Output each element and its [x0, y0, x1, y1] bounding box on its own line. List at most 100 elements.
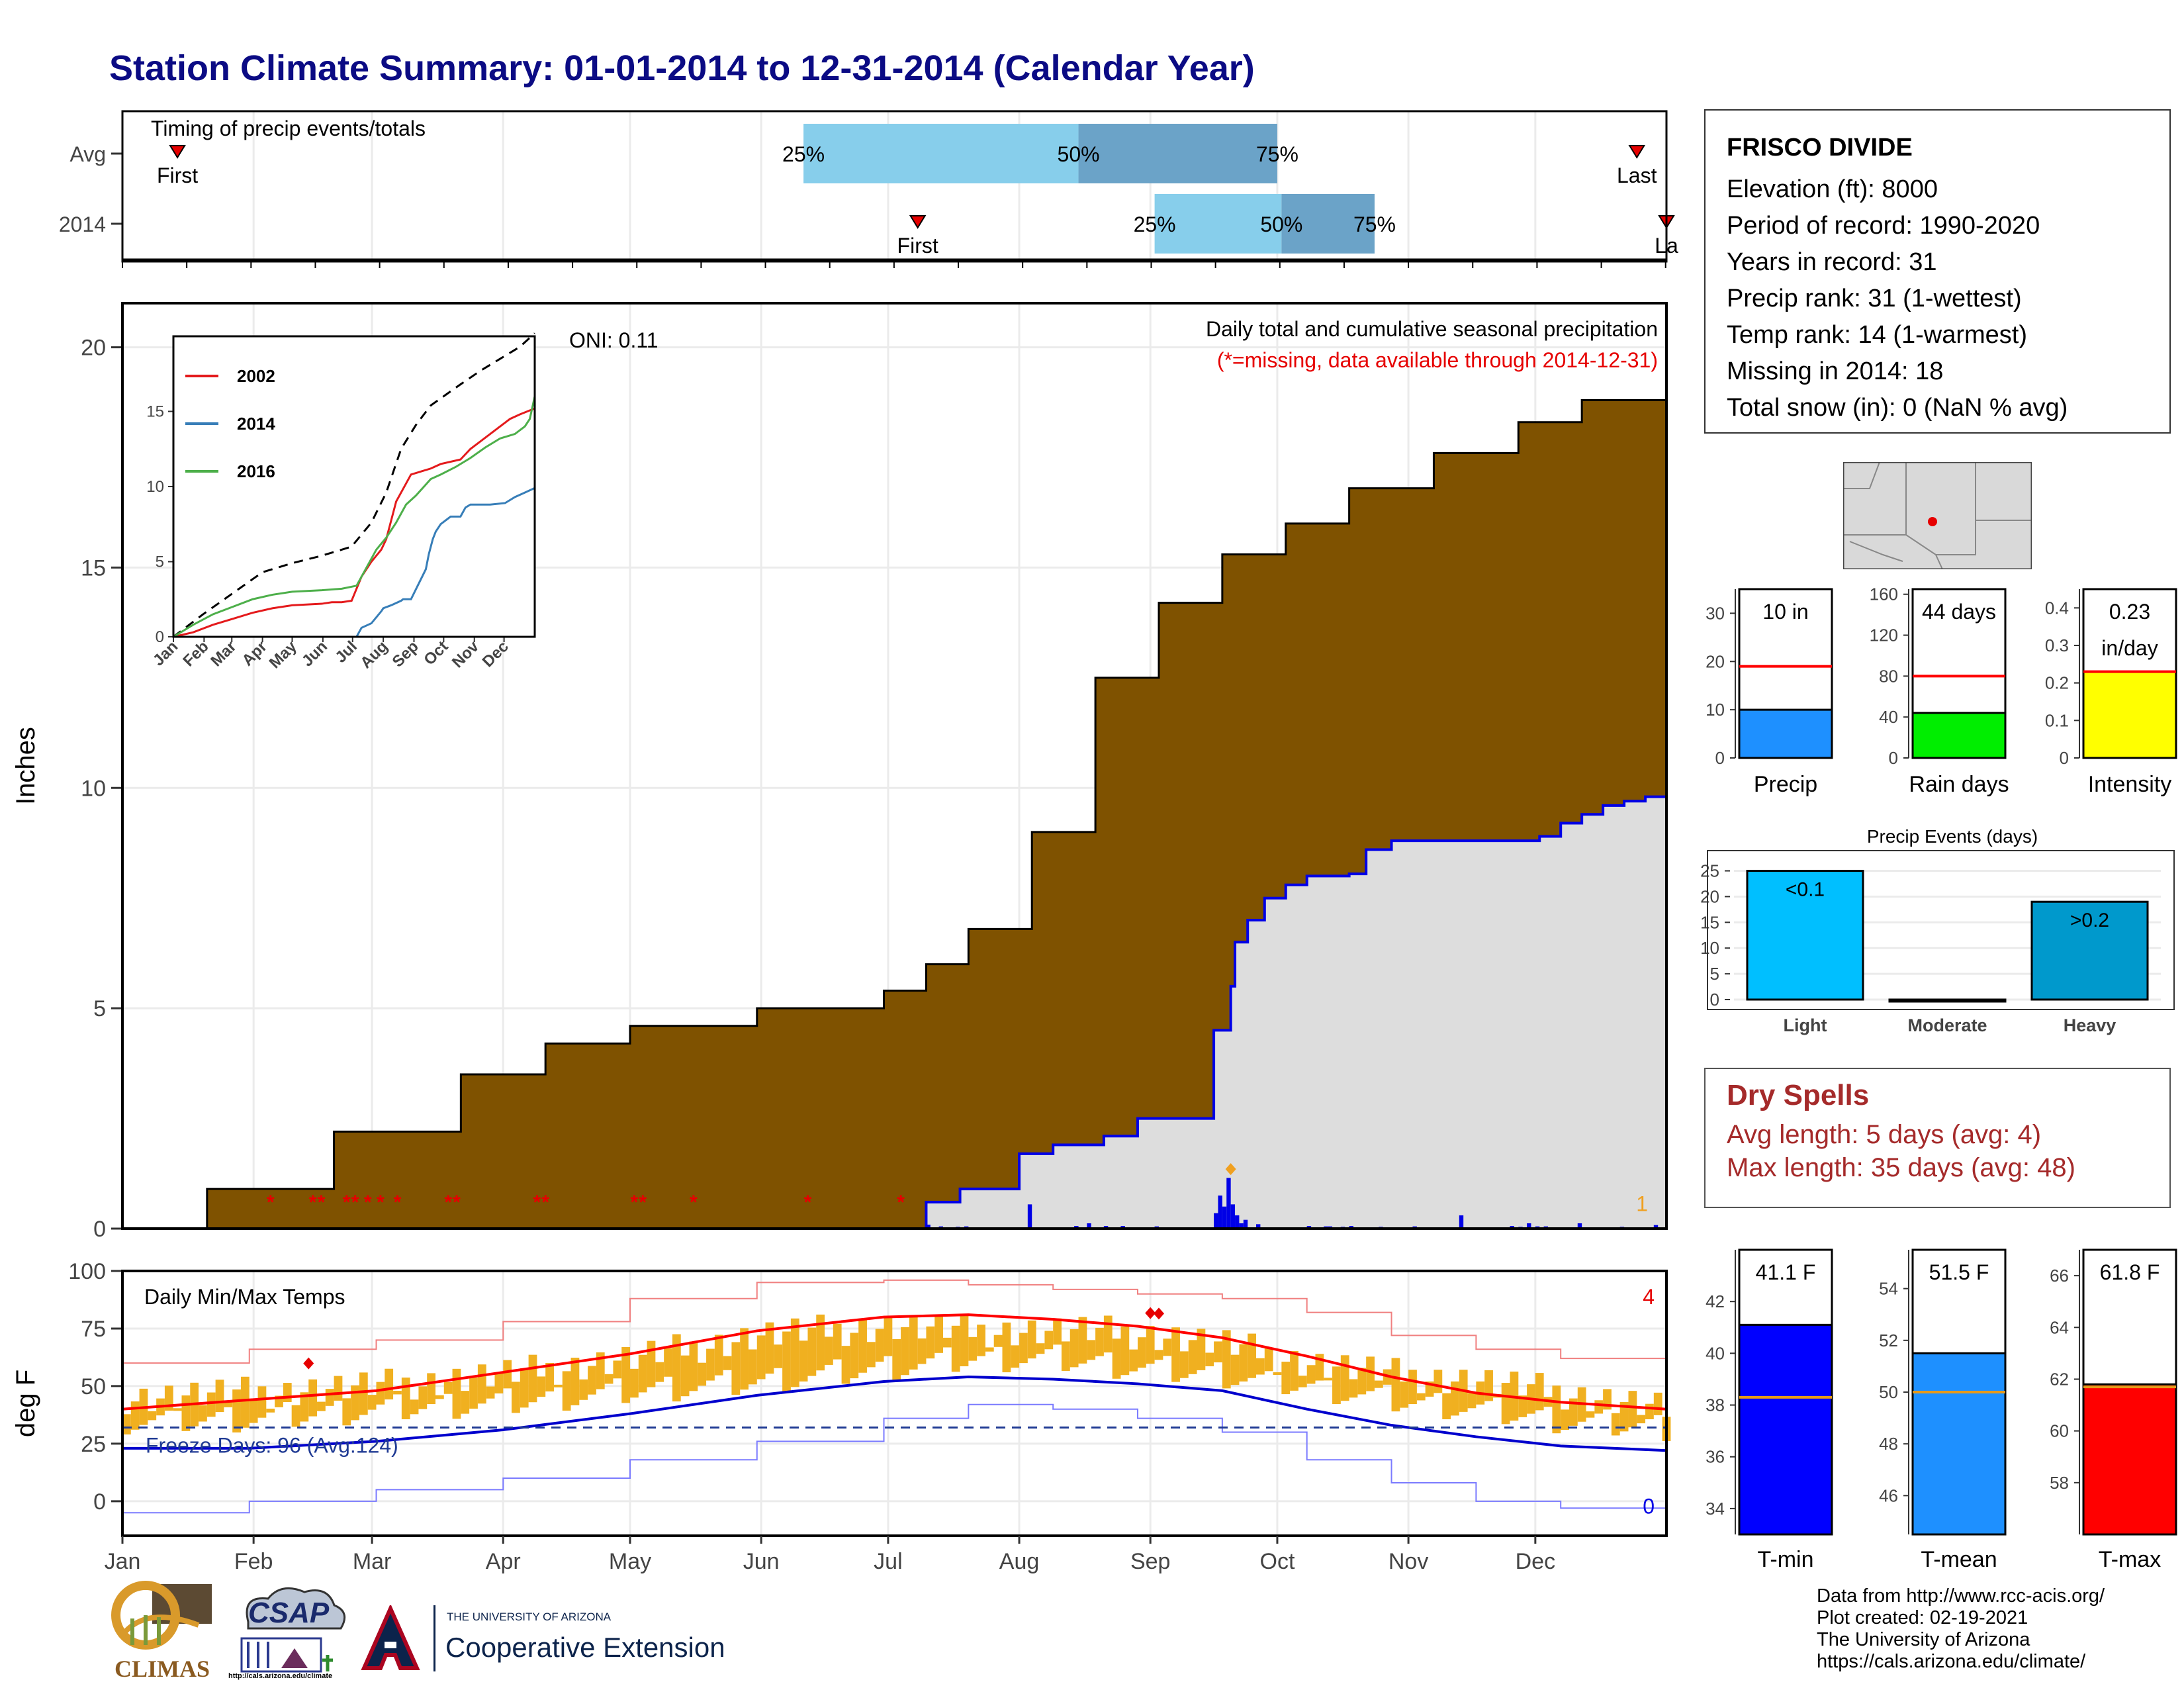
timing-first-marker: [169, 145, 186, 159]
temp-range-bar: [1374, 1380, 1383, 1388]
t-min-summary-y-tick-label: 38: [1706, 1395, 1725, 1415]
inset-series-2014: [173, 487, 535, 638]
daily-precip-bar: [1222, 1206, 1227, 1229]
temp-range-bar: [1002, 1322, 1011, 1373]
timing-first-marker: [909, 215, 927, 229]
intensity-summary-y-tick-label: 0.4: [2045, 598, 2069, 618]
temp-range-bar: [393, 1390, 402, 1395]
temp-range-bar: [1214, 1341, 1222, 1363]
temp-range-bar: [562, 1371, 571, 1411]
temp-range-bar: [1011, 1345, 1020, 1368]
temp-range-bar: [917, 1338, 927, 1364]
temp-range-bar: [740, 1328, 749, 1390]
temp-range-bar: [756, 1335, 766, 1380]
missing-data-marker: *: [541, 1192, 549, 1213]
precip-y-tick-label: 20: [81, 336, 106, 361]
ua-block-a-icon: [361, 1603, 420, 1670]
raindays-summary-y-tick-label: 0: [1889, 748, 1898, 768]
dry-spells-avg: Avg length: 5 days (avg: 4): [1727, 1120, 2042, 1149]
precip-summary-y-tick-label: 20: [1706, 651, 1725, 671]
timing-q75-label: 75%: [1256, 142, 1298, 166]
raindays-summary-y-tick-label: 40: [1879, 707, 1898, 727]
temp-range-bar: [1645, 1403, 1654, 1419]
temp-range-bar: [993, 1335, 1003, 1347]
t-max-summary-y-tick-label: 60: [2050, 1421, 2069, 1441]
temp-range-bar: [351, 1385, 359, 1421]
precip-chart-title: Daily total and cumulative seasonal prec…: [1206, 317, 1658, 341]
t-max-summary-value-label: 61.8 F: [2100, 1260, 2160, 1284]
temp-range-bar: [664, 1348, 672, 1377]
temp-range-bar: [909, 1315, 918, 1370]
daily-precip-bar: [1459, 1215, 1464, 1229]
precip-corner-count: 1: [1636, 1192, 1648, 1215]
temp-range-bar: [1324, 1378, 1333, 1381]
temp-range-bar: [579, 1379, 588, 1400]
temp-range-bar: [1637, 1415, 1646, 1424]
missing-data-marker: *: [533, 1192, 541, 1213]
daily-precip-bar: [1255, 1224, 1261, 1229]
precip-events-y-tick-label: 25: [1700, 861, 1719, 881]
temp-range-bar: [545, 1363, 554, 1392]
timing-first-label: First: [897, 234, 938, 258]
temp-range-bar: [199, 1405, 207, 1422]
temp-range-bar: [621, 1347, 631, 1403]
precip-summary-category-label: Precip: [1754, 772, 1817, 797]
temp-range-bar: [291, 1405, 300, 1427]
temp-range-bar: [520, 1368, 529, 1408]
period-of-record-text: Period of record: 1990-2020: [1727, 212, 2040, 240]
temp-range-bar: [494, 1373, 504, 1394]
t-mean-summary-y-tick-label: 52: [1879, 1331, 1898, 1350]
temp-range-bar: [1069, 1329, 1079, 1368]
temp-range-bar: [1391, 1358, 1400, 1412]
temp-range-bar: [884, 1315, 893, 1356]
temp-range-bar: [528, 1354, 537, 1403]
elevation-text: Elevation (ft): 8000: [1727, 175, 1938, 203]
temp-range-bar: [308, 1379, 318, 1417]
temp-range-bar: [537, 1376, 546, 1397]
csap-emblem: [240, 1587, 346, 1673]
temp-range-bar: [1535, 1373, 1544, 1411]
csap-wordmark: CSAP: [248, 1597, 330, 1629]
missing-data-marker: *: [267, 1192, 275, 1213]
observed-cumulative-area: [122, 792, 1666, 1229]
temp-range-bar: [435, 1395, 444, 1399]
t-min-summary-y-tick-label: 34: [1706, 1499, 1725, 1519]
temp-range-bar: [359, 1372, 368, 1415]
climas-emblem: [111, 1581, 212, 1650]
temp-range-bar: [283, 1383, 292, 1403]
intensity-summary-y-tick-label: 0: [2060, 748, 2069, 768]
temp-range-bar: [1248, 1333, 1256, 1378]
temp-range-bar: [469, 1378, 478, 1409]
t-mean-summary-y-tick-label: 54: [1879, 1279, 1898, 1299]
precip-events-category-label: Moderate: [1907, 1015, 1987, 1035]
temp-range-bar: [1061, 1341, 1070, 1371]
temp-y-axis-label: deg F: [11, 1370, 40, 1437]
station-locator-map: [1843, 462, 2032, 569]
temp-range-bar: [723, 1356, 732, 1370]
record-high-marker: [1153, 1307, 1164, 1320]
t-min-summary-y-tick-label: 36: [1706, 1447, 1725, 1467]
inset-y-tick-label: 5: [156, 553, 164, 571]
csap-url: http://cals.arizona.edu/climate: [228, 1672, 333, 1680]
missing-data-marker: *: [309, 1192, 317, 1213]
t-max-summary-y-tick-label: 58: [2050, 1473, 2069, 1493]
record-high-count: 4: [1643, 1285, 1655, 1309]
observed-cumulative-line: [122, 792, 1668, 1230]
temp-range-bar: [173, 1408, 182, 1411]
temp-range-bar: [224, 1402, 233, 1407]
temp-range-bar: [638, 1354, 647, 1393]
daily-precip-bar: [1214, 1213, 1218, 1229]
temp-range-bar: [858, 1319, 867, 1373]
temp-range-bar: [604, 1374, 614, 1384]
precip-events-y-tick-label: 15: [1700, 912, 1719, 932]
timing-q50-label: 50%: [1260, 212, 1302, 236]
temp-range-bar: [977, 1325, 985, 1356]
temp-range-bar: [1357, 1368, 1367, 1395]
precip-frame: [121, 302, 1668, 1230]
missing-data-marker: *: [318, 1192, 326, 1213]
timing-last-label: Last: [1617, 164, 1657, 187]
t-min-summary-bar: [1738, 1323, 1833, 1536]
temp-range-bar: [1027, 1320, 1036, 1359]
precip-events-frame: [1707, 850, 2175, 1010]
inset-frame: [172, 335, 536, 638]
